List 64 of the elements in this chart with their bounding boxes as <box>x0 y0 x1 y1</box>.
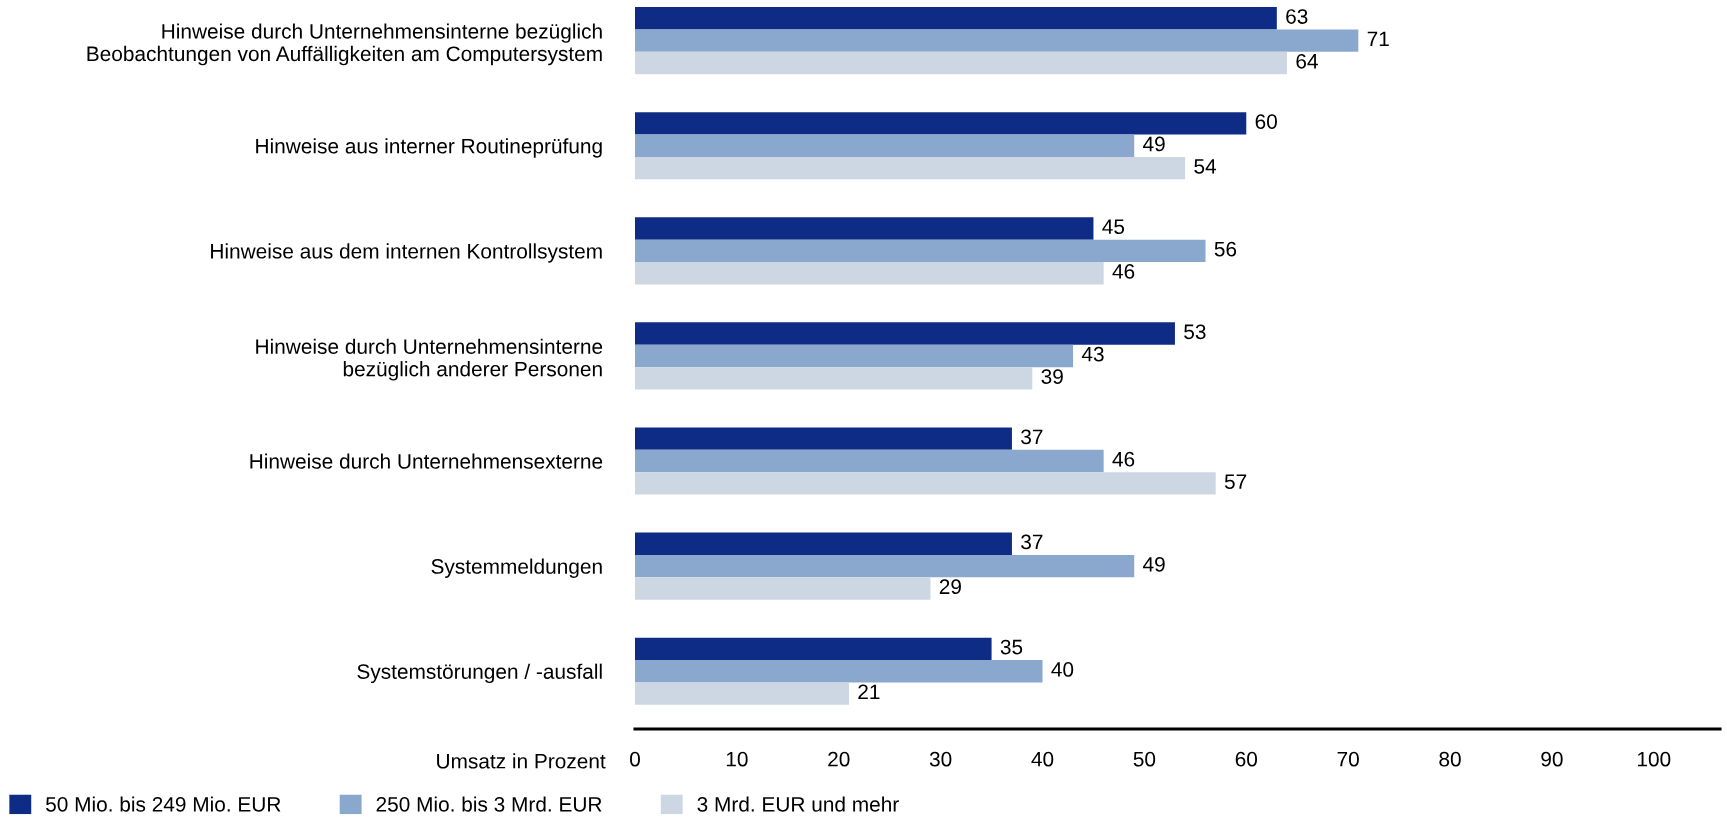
legend-label: 250 Mio. bis 3 Mrd. EUR <box>376 796 602 812</box>
x-tick-label: 0 <box>630 751 640 767</box>
data-label: 43 <box>1081 346 1104 362</box>
data-label: 39 <box>1041 369 1063 384</box>
x-tick-label: 100 <box>1637 751 1671 767</box>
data-label: 40 <box>1051 662 1074 677</box>
y-tick-label: Systemmeldungen <box>431 558 602 578</box>
bar <box>635 427 1012 450</box>
data-label: 45 <box>1102 219 1125 235</box>
x-tick-label: 80 <box>1439 751 1461 767</box>
bar <box>635 112 1247 135</box>
y-tick-label: Hinweise durch Unternehmensinterne bezüglich Beobachtungen von Auffälligkeiten am Computersystem <box>87 23 602 66</box>
data-label: 49 <box>1143 556 1165 572</box>
bar <box>635 7 1277 30</box>
data-label: 54 <box>1194 159 1217 174</box>
y-tick-label: Hinweise durch Unternehmensinterne bezüglich anderer Personen <box>256 338 603 381</box>
bar <box>635 344 1074 368</box>
x-tick-label: 60 <box>1235 751 1258 767</box>
legend-label: 50 Mio. bis 249 Mio. EUR <box>46 796 281 812</box>
bar <box>635 134 1135 157</box>
bar <box>635 554 1135 578</box>
x-tick-label: 10 <box>726 751 748 767</box>
data-label: 29 <box>939 579 961 595</box>
bar <box>635 449 1104 473</box>
data-label: 49 <box>1143 136 1165 152</box>
data-label: 21 <box>858 684 880 699</box>
x-tick-label: 30 <box>929 751 952 767</box>
legend-label: 3 Mrd. EUR und mehr <box>697 796 899 812</box>
data-label: 57 <box>1224 474 1247 489</box>
bar <box>635 217 1094 240</box>
y-tick-label: Systemstörungen / -ausfall <box>357 663 602 684</box>
y-tick-label: Hinweise durch Unternehmensexterne <box>250 453 603 469</box>
data-label: 63 <box>1286 9 1308 24</box>
data-label: 35 <box>1000 639 1023 655</box>
bar <box>635 532 1012 555</box>
data-label: 46 <box>1112 264 1135 279</box>
x-axis-title: Umsatz in Prozent <box>437 753 606 769</box>
x-tick-label: 20 <box>828 751 850 767</box>
bar <box>635 156 1186 180</box>
y-tick-label: Hinweise aus dem internen Kontrollsystem <box>211 243 602 263</box>
bar <box>635 682 849 705</box>
data-label: 37 <box>1021 429 1043 445</box>
bar <box>635 29 1359 52</box>
x-tick-label: 90 <box>1541 751 1563 767</box>
x-tick-label: 40 <box>1031 751 1054 767</box>
y-tick-label: Hinweise aus interner Routineprüfung <box>256 138 602 158</box>
data-label: 60 <box>1255 114 1277 129</box>
data-label: 53 <box>1184 324 1206 340</box>
data-label: 71 <box>1367 31 1389 47</box>
x-tick-label: 50 <box>1133 751 1156 767</box>
x-tick-label: 70 <box>1337 751 1359 767</box>
bar <box>635 637 992 661</box>
bar <box>635 51 1288 75</box>
bar <box>635 660 1043 683</box>
bar <box>635 472 1216 495</box>
data-label: 56 <box>1214 241 1237 257</box>
bar <box>635 322 1175 345</box>
bar <box>635 367 1033 390</box>
bar <box>635 239 1206 263</box>
bar <box>635 577 931 600</box>
bar <box>635 262 1104 285</box>
data-label: 46 <box>1112 451 1135 467</box>
data-label: 37 <box>1021 534 1043 550</box>
data-label: 64 <box>1296 53 1318 69</box>
